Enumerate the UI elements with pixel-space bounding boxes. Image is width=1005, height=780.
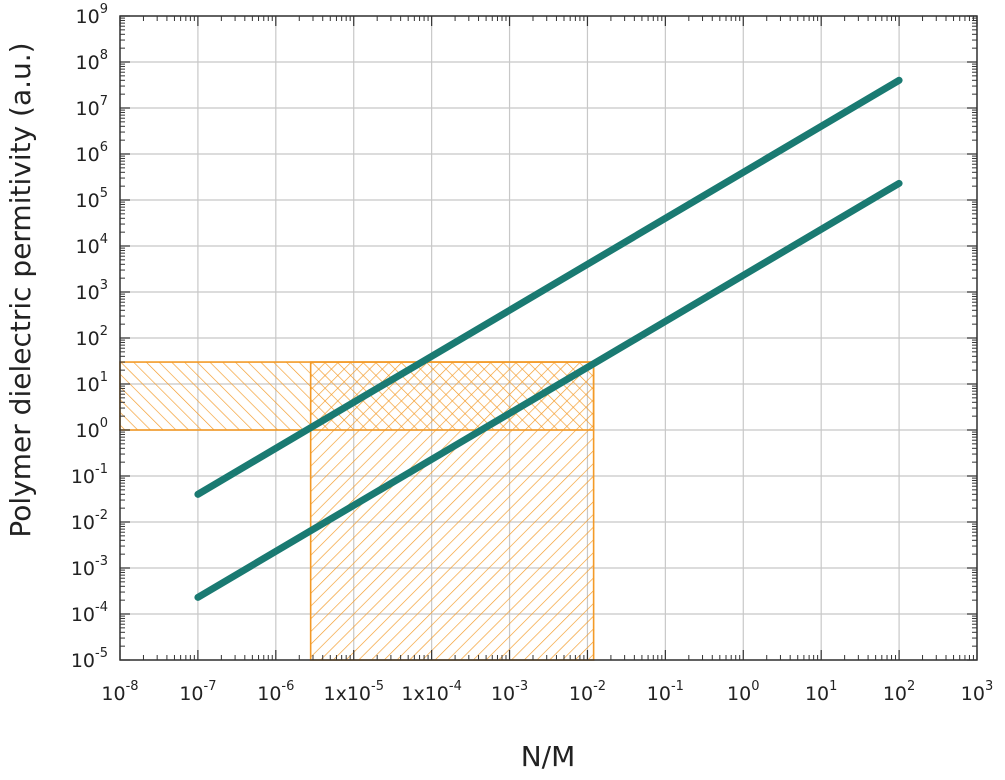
y-tick-label: 105 [76, 186, 108, 212]
x-tick-label: 102 [883, 679, 915, 705]
y-tick-label: 108 [76, 48, 108, 74]
x-axis-label: N/M [521, 740, 576, 773]
plot-frame [119, 15, 978, 661]
x-tick-label: 10-3 [491, 679, 528, 705]
y-tick-label: 102 [76, 324, 108, 350]
y-tick-label: 100 [76, 416, 108, 442]
series-line-1 [194, 76, 903, 498]
y-tick-label: 10-4 [71, 600, 108, 626]
y-tick-labels: 10-5 10-4 10-3 10-2 10-1 100 101 102 103 104 105 10… [71, 2, 108, 672]
x-tick-label: 10-1 [647, 679, 684, 705]
y-tick-label: 10-2 [71, 508, 108, 534]
y-tick-label: 106 [76, 140, 108, 166]
hatched-region-2 [309, 361, 595, 661]
x-tick-label: 101 [805, 679, 837, 705]
y-tick-label: 107 [76, 94, 108, 120]
y-tick-label: 109 [76, 2, 108, 28]
highlight-regions [119, 361, 595, 661]
x-tick-label: 10-6 [257, 679, 294, 705]
x-tick-label: 100 [727, 679, 759, 705]
y-tick-label: 101 [76, 370, 108, 396]
plot-border [119, 15, 978, 661]
x-tick-label: 10-8 [101, 679, 138, 705]
x-tick-label: 1x10-4 [401, 679, 461, 705]
x-tick-label: 103 [961, 679, 993, 705]
y-tick-label: 103 [76, 278, 108, 304]
x-tick-label: 10-7 [179, 679, 216, 705]
y-tick-label: 10-1 [71, 462, 108, 488]
x-tick-label: 10-2 [569, 679, 606, 705]
y-tick-label: 104 [76, 232, 108, 258]
data-series [194, 76, 903, 601]
x-tick-label: 1x10-5 [323, 679, 383, 705]
y-tick-label: 10-5 [71, 646, 108, 672]
y-axis-label: Polymer dielectric permitivity (a.u.) [4, 42, 37, 537]
y-tick-label: 10-3 [71, 554, 108, 580]
x-tick-labels: 10-8 10-7 10-6 1x10-5 1x10-4 10-3 10-2 10-1 100 1… [101, 679, 993, 705]
series-line-2 [194, 179, 903, 601]
